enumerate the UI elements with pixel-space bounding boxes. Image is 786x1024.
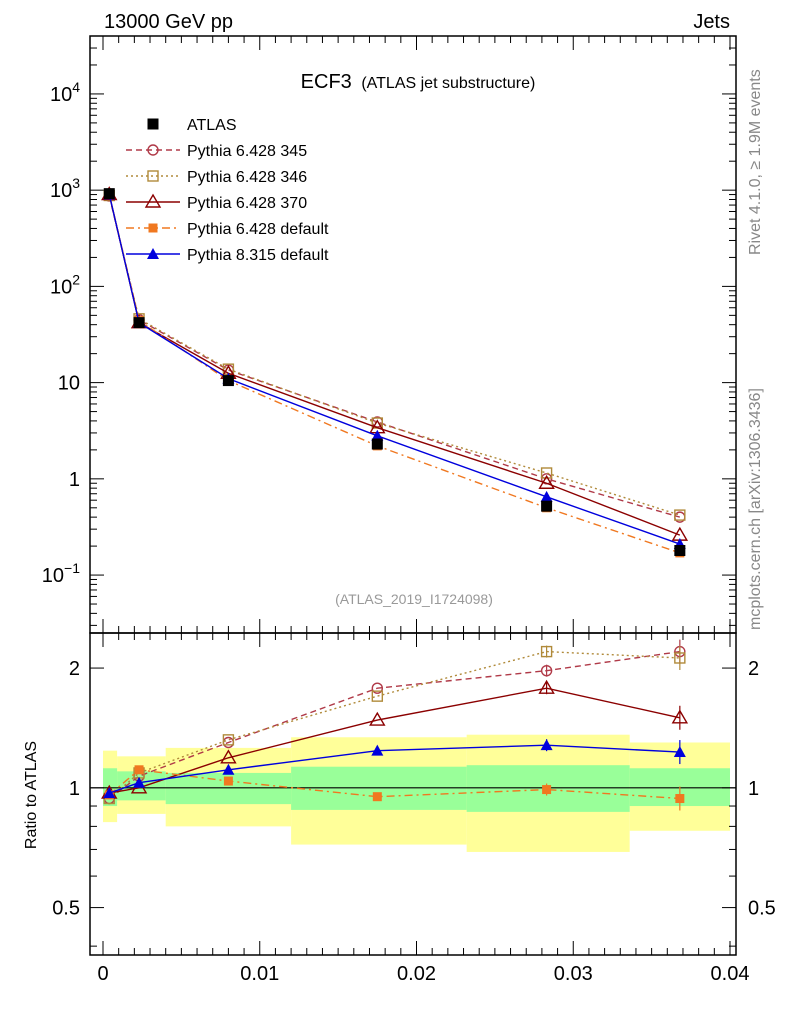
- point-p6def: [223, 776, 233, 786]
- legend-label-p8def: Pythia 8.315 default: [187, 247, 329, 264]
- ratio-ytick-label-right: 1: [748, 778, 759, 800]
- point-atlas: [103, 188, 115, 200]
- point-atlas: [222, 375, 234, 387]
- point-p370: [538, 474, 555, 489]
- legend-label-p345: Pythia 6.428 345: [187, 143, 307, 160]
- mcplots-label: mcplots.cern.ch [arXiv:1306.3436]: [747, 388, 764, 630]
- series-p6def: [104, 189, 685, 558]
- rivet-label: Rivet 4.1.0, ≥ 1.9M events: [747, 69, 764, 255]
- legend-marker-atlas: [147, 118, 159, 130]
- plot-title-main: ECF3: [301, 71, 352, 93]
- ytick-label: 104: [50, 79, 80, 106]
- xtick-label: 0.04: [711, 963, 750, 985]
- ytick-base: 1: [69, 469, 80, 491]
- ratio-ytick-label-right: 2: [748, 658, 759, 680]
- point-p8def: [371, 744, 384, 756]
- series-line-p8def: [108, 194, 681, 545]
- xtick-label: 0.02: [397, 963, 436, 985]
- series-line-p8def: [109, 744, 680, 794]
- analysis-label: (ATLAS_2019_I1724098): [335, 591, 493, 607]
- legend-label-atlas: ATLAS: [187, 117, 237, 134]
- point-p8def: [133, 776, 146, 788]
- point-atlas: [541, 500, 553, 512]
- ratio-ylabel: Ratio to ATLAS: [23, 741, 40, 849]
- point-p346: [674, 509, 686, 521]
- header-left: 13000 GeV pp: [104, 11, 233, 33]
- ytick-base: 10: [42, 565, 64, 587]
- ytick-exponent: −1: [64, 560, 80, 576]
- point-p370: [220, 749, 237, 764]
- point-p8def: [222, 763, 235, 775]
- series-line-p345: [108, 650, 680, 800]
- plot-title: ECF3 (ATLAS jet substructure): [301, 71, 536, 93]
- ratio-ytick-label-left: 1: [69, 778, 80, 800]
- series-line-p6def: [108, 769, 680, 800]
- ratio-panel: 0 0.01 0.02 0.03 0.04 0.5 0.5 1 1 2 2 Ratio to ATLA…: [23, 632, 776, 985]
- legend-marker-p345: [147, 144, 159, 156]
- point-p346: [222, 734, 235, 746]
- series-p8def: [103, 188, 686, 550]
- legend: ATLAS Pythia 6.428 345 Pythia 6.428 346 Pyt…: [126, 117, 329, 264]
- ytick-exponent: 2: [72, 271, 80, 287]
- point-p345: [371, 682, 384, 694]
- point-p6def: [134, 765, 144, 775]
- plot-title-sub: (ATLAS jet substructure): [361, 75, 535, 92]
- header-right: Jets: [693, 11, 730, 33]
- ytick-base: 10: [50, 180, 72, 202]
- ratio-frame: [89, 632, 737, 956]
- xtick-label: 0.03: [554, 963, 593, 985]
- ytick-exponent: 3: [72, 175, 80, 191]
- point-atlas: [371, 438, 383, 450]
- point-p370: [369, 711, 386, 726]
- legend-label-p6def: Pythia 6.428 default: [187, 221, 329, 238]
- series-line-p345: [108, 195, 681, 518]
- legend-marker-p370: [144, 193, 162, 208]
- series-atlas: [103, 188, 686, 557]
- xtick-label: 0: [97, 963, 108, 985]
- point-atlas: [674, 545, 686, 557]
- ytick-label: 103: [50, 175, 80, 202]
- point-atlas: [133, 317, 145, 329]
- xtick-label: 0.01: [240, 963, 279, 985]
- ytick-base: 10: [50, 84, 72, 106]
- series-line-p370: [108, 194, 681, 536]
- ratio-ytick-label-right: 0.5: [748, 898, 776, 920]
- ratio-ytick-label-left: 2: [69, 658, 80, 680]
- ytick-label: 10−1: [42, 560, 80, 587]
- point-p346: [540, 467, 553, 479]
- ytick-label: 10: [58, 373, 80, 395]
- point-p346: [371, 690, 384, 702]
- ytick-label: 1: [69, 469, 80, 491]
- legend-marker-p6def: [148, 223, 158, 233]
- ytick-label: 102: [50, 271, 80, 298]
- point-p8def: [103, 787, 116, 799]
- legend-marker-p8def: [147, 248, 159, 259]
- point-p8def: [540, 490, 553, 502]
- ytick-base: 10: [50, 276, 72, 298]
- ytick-exponent: 4: [72, 79, 80, 95]
- legend-label-p370: Pythia 6.428 370: [187, 195, 307, 212]
- ratio-ytick-label-left: 0.5: [52, 898, 80, 920]
- point-p8def: [371, 429, 384, 441]
- ytick-base: 10: [58, 373, 80, 395]
- series-p370: [101, 186, 689, 541]
- point-p6def: [372, 792, 382, 802]
- legend-marker-p346: [147, 170, 159, 182]
- series-line-p346: [108, 195, 681, 516]
- legend-label-p346: Pythia 6.428 346: [187, 169, 307, 186]
